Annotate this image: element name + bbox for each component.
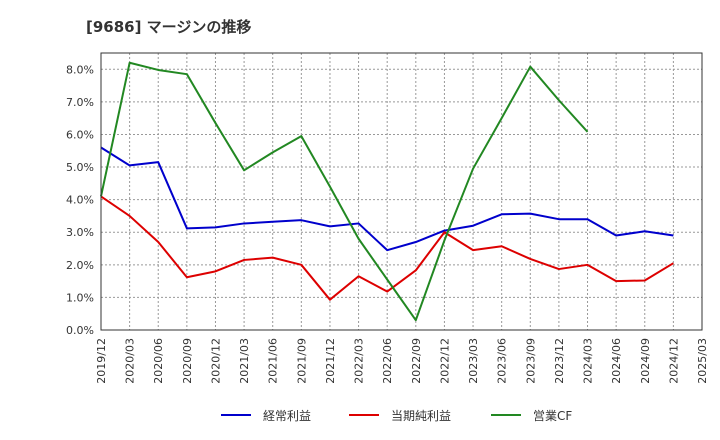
x-tick-label: 2020/09 (181, 338, 194, 384)
x-tick-label: 2023/09 (524, 338, 537, 384)
y-tick-label: 4.0% (66, 194, 94, 207)
x-tick-label: 2021/06 (267, 338, 280, 384)
series-line-3 (100, 61, 589, 322)
x-tick-label: 2023/06 (496, 338, 509, 384)
legend-label: 経常利益 (263, 409, 311, 423)
series-line-2 (100, 195, 674, 301)
x-tick-label: 2021/09 (295, 338, 308, 384)
chart-title: [9686] マージンの推移 (86, 18, 251, 36)
y-tick-label: 2.0% (66, 259, 94, 272)
y-tick-label: 1.0% (66, 291, 94, 304)
legend: 経常利益 当期純利益 営業CF (221, 409, 572, 423)
x-tick-label: 2021/03 (238, 338, 251, 384)
x-tick-label: 2020/12 (209, 338, 222, 384)
x-tick-label: 2024/03 (582, 338, 595, 384)
y-tick-label: 7.0% (66, 96, 94, 109)
y-tick-label: 5.0% (66, 161, 94, 174)
y-tick-label: 8.0% (66, 63, 94, 76)
series-line-1 (100, 146, 674, 252)
legend-label: 当期純利益 (391, 409, 451, 423)
y-tick-label: 3.0% (66, 226, 94, 239)
y-tick-label: 0.0% (66, 324, 94, 337)
series-layer (100, 61, 674, 322)
x-tick-label: 2025/03 (696, 338, 709, 384)
x-tick-label: 2022/12 (438, 338, 451, 384)
axis-layer: 0.0% 1.0% 2.0% 3.0% 4.0% 5.0% 6.0% 7.0% 8.0% 2019… (66, 52, 709, 384)
x-tick-label: 2023/12 (553, 338, 566, 384)
x-tick-label: 2024/06 (610, 338, 623, 384)
y-tick-label: 6.0% (66, 128, 94, 141)
grid-layer (101, 53, 702, 330)
x-tick-label: 2019/12 (95, 338, 108, 384)
x-tick-label: 2020/03 (124, 338, 137, 384)
x-tick-label: 2022/03 (353, 338, 366, 384)
x-tick-label: 2022/06 (381, 338, 394, 384)
x-tick-label: 2023/03 (467, 338, 480, 384)
legend-label: 営業CF (533, 409, 572, 423)
x-tick-label: 2024/12 (667, 338, 680, 384)
plot-frame (100, 52, 703, 331)
x-tick-label: 2020/06 (152, 338, 165, 384)
x-tick-label: 2024/09 (639, 338, 652, 384)
x-tick-label: 2021/12 (324, 338, 337, 384)
x-tick-label: 2022/09 (410, 338, 423, 384)
